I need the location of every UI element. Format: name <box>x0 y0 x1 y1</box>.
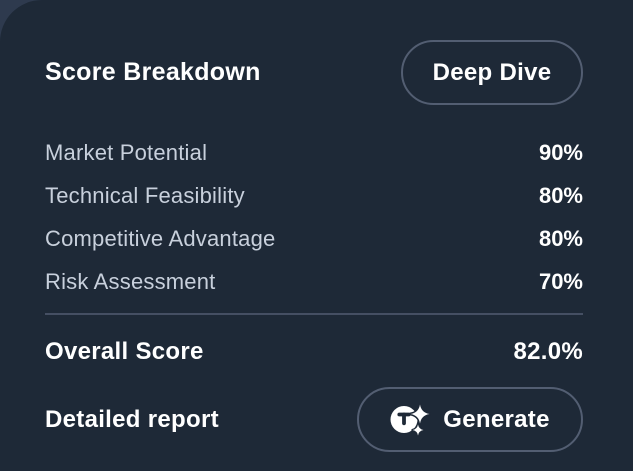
score-row: Risk Assessment 70% <box>45 260 583 303</box>
score-label: Competitive Advantage <box>45 225 276 251</box>
divider <box>45 313 583 315</box>
token-sparkles-icon <box>390 403 432 437</box>
deep-dive-button-label: Deep Dive <box>432 58 552 86</box>
generate-button[interactable]: Generate <box>357 387 583 452</box>
overall-score-label: Overall Score <box>45 338 204 365</box>
score-label: Market Potential <box>45 139 208 165</box>
score-list: Market Potential 90% Technical Feasibili… <box>45 131 583 303</box>
score-row: Technical Feasibility 80% <box>45 174 583 217</box>
card-header: Score Breakdown Deep Dive <box>45 40 583 105</box>
deep-dive-button[interactable]: Deep Dive <box>401 40 583 105</box>
score-row: Competitive Advantage 80% <box>45 217 583 260</box>
score-value: 90% <box>538 139 583 165</box>
detailed-report-label: Detailed report <box>45 405 219 433</box>
detailed-report-row: Detailed report Generate <box>45 387 583 452</box>
score-value: 80% <box>538 182 583 208</box>
generate-button-label: Generate <box>443 405 550 433</box>
overall-score-value: 82.0% <box>513 338 583 365</box>
score-label: Technical Feasibility <box>45 182 245 208</box>
score-value: 80% <box>538 225 583 251</box>
overall-score-row: Overall Score 82.0% <box>45 335 583 369</box>
score-label: Risk Assessment <box>45 268 216 294</box>
score-row: Market Potential 90% <box>45 131 583 174</box>
score-value: 70% <box>538 268 583 294</box>
page-title: Score Breakdown <box>45 58 261 86</box>
